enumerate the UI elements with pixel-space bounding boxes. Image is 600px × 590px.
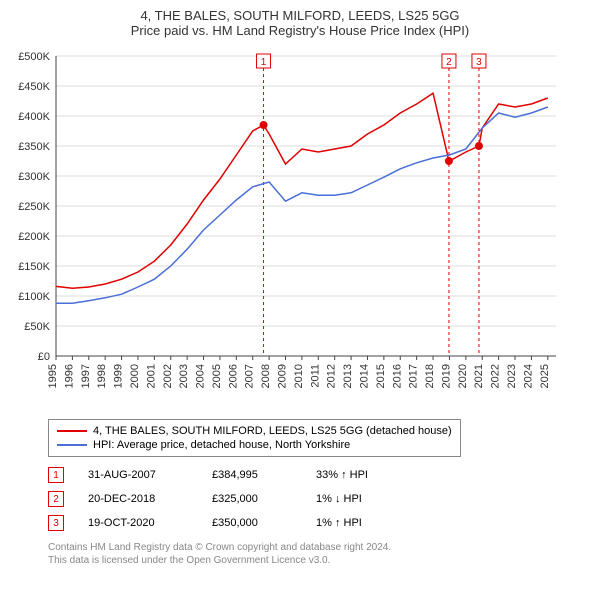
svg-text:1999: 1999 bbox=[113, 364, 125, 388]
legend: 4, THE BALES, SOUTH MILFORD, LEEDS, LS25… bbox=[48, 419, 461, 457]
svg-text:2015: 2015 bbox=[375, 364, 387, 388]
marker-delta: 1% ↑ HPI bbox=[316, 517, 396, 529]
marker-date: 31-AUG-2007 bbox=[88, 469, 188, 481]
footer-line2: This data is licensed under the Open Gov… bbox=[48, 554, 592, 567]
marker-badge: 3 bbox=[48, 515, 64, 531]
marker-price: £325,000 bbox=[212, 493, 292, 505]
svg-text:£300K: £300K bbox=[18, 171, 50, 183]
svg-text:2025: 2025 bbox=[539, 364, 551, 388]
svg-text:2003: 2003 bbox=[178, 364, 190, 388]
svg-text:1995: 1995 bbox=[47, 364, 59, 388]
marker-delta: 1% ↓ HPI bbox=[316, 493, 396, 505]
svg-text:1998: 1998 bbox=[96, 364, 108, 388]
svg-text:2021: 2021 bbox=[473, 364, 485, 388]
svg-text:2016: 2016 bbox=[391, 364, 403, 388]
svg-text:2020: 2020 bbox=[457, 364, 469, 388]
svg-text:£50K: £50K bbox=[24, 321, 50, 333]
sale-marker-row: 3 19-OCT-2020 £350,000 1% ↑ HPI bbox=[48, 511, 592, 535]
legend-item-property: 4, THE BALES, SOUTH MILFORD, LEEDS, LS25… bbox=[57, 424, 452, 438]
svg-text:£0: £0 bbox=[38, 351, 50, 363]
marker-date: 19-OCT-2020 bbox=[88, 517, 188, 529]
svg-text:£500K: £500K bbox=[18, 51, 50, 63]
sale-marker-list: 1 31-AUG-2007 £384,995 33% ↑ HPI 2 20-DEC-201… bbox=[48, 463, 592, 535]
legend-item-hpi: HPI: Average price, detached house, Nort… bbox=[57, 438, 452, 452]
marker-badge: 1 bbox=[48, 467, 64, 483]
svg-text:2002: 2002 bbox=[162, 364, 174, 388]
svg-text:2018: 2018 bbox=[424, 364, 436, 388]
line-chart: £0 £50K £100K £150K £200K £250K £300K £350K £400… bbox=[8, 46, 568, 406]
svg-text:£400K: £400K bbox=[18, 111, 50, 123]
svg-text:2010: 2010 bbox=[293, 364, 305, 388]
svg-text:1996: 1996 bbox=[63, 364, 75, 388]
svg-text:2017: 2017 bbox=[408, 364, 420, 388]
chart-title-line2: Price paid vs. HM Land Registry's House … bbox=[8, 23, 592, 38]
svg-text:2024: 2024 bbox=[522, 364, 534, 388]
svg-text:2023: 2023 bbox=[506, 364, 518, 388]
marker-price: £350,000 bbox=[212, 517, 292, 529]
svg-text:2004: 2004 bbox=[195, 364, 207, 388]
sale-marker-row: 2 20-DEC-2018 £325,000 1% ↓ HPI bbox=[48, 487, 592, 511]
legend-label-property: 4, THE BALES, SOUTH MILFORD, LEEDS, LS25… bbox=[93, 425, 452, 437]
svg-text:2011: 2011 bbox=[309, 364, 321, 388]
svg-text:2005: 2005 bbox=[211, 364, 223, 388]
marker-badge: 2 bbox=[48, 491, 64, 507]
svg-text:£350K: £350K bbox=[18, 141, 50, 153]
legend-label-hpi: HPI: Average price, detached house, Nort… bbox=[93, 439, 350, 451]
svg-text:£200K: £200K bbox=[18, 231, 50, 243]
svg-text:2013: 2013 bbox=[342, 364, 354, 388]
svg-text:2006: 2006 bbox=[227, 364, 239, 388]
svg-text:2: 2 bbox=[446, 57, 452, 68]
svg-text:2012: 2012 bbox=[326, 364, 338, 388]
legend-swatch-property bbox=[57, 430, 87, 432]
svg-text:3: 3 bbox=[476, 57, 482, 68]
svg-text:£250K: £250K bbox=[18, 201, 50, 213]
svg-text:2007: 2007 bbox=[244, 364, 256, 388]
marker-date: 20-DEC-2018 bbox=[88, 493, 188, 505]
svg-text:2019: 2019 bbox=[440, 364, 452, 388]
svg-text:2014: 2014 bbox=[358, 364, 370, 388]
svg-text:2022: 2022 bbox=[490, 364, 502, 388]
svg-text:2008: 2008 bbox=[260, 364, 272, 388]
svg-text:1: 1 bbox=[261, 57, 267, 68]
sale-marker-row: 1 31-AUG-2007 £384,995 33% ↑ HPI bbox=[48, 463, 592, 487]
chart-title-line1: 4, THE BALES, SOUTH MILFORD, LEEDS, LS25… bbox=[8, 8, 592, 23]
chart-container: £0 £50K £100K £150K £200K £250K £300K £350K £400… bbox=[8, 46, 592, 411]
svg-text:2009: 2009 bbox=[277, 364, 289, 388]
footer-line1: Contains HM Land Registry data © Crown c… bbox=[48, 541, 592, 554]
legend-swatch-hpi bbox=[57, 444, 87, 446]
marker-price: £384,995 bbox=[212, 469, 292, 481]
svg-text:2000: 2000 bbox=[129, 364, 141, 388]
svg-text:1997: 1997 bbox=[80, 364, 92, 388]
marker-delta: 33% ↑ HPI bbox=[316, 469, 396, 481]
svg-text:£150K: £150K bbox=[18, 261, 50, 273]
svg-text:£450K: £450K bbox=[18, 81, 50, 93]
footer-attribution: Contains HM Land Registry data © Crown c… bbox=[48, 541, 592, 567]
svg-text:2001: 2001 bbox=[145, 364, 157, 388]
svg-text:£100K: £100K bbox=[18, 291, 50, 303]
